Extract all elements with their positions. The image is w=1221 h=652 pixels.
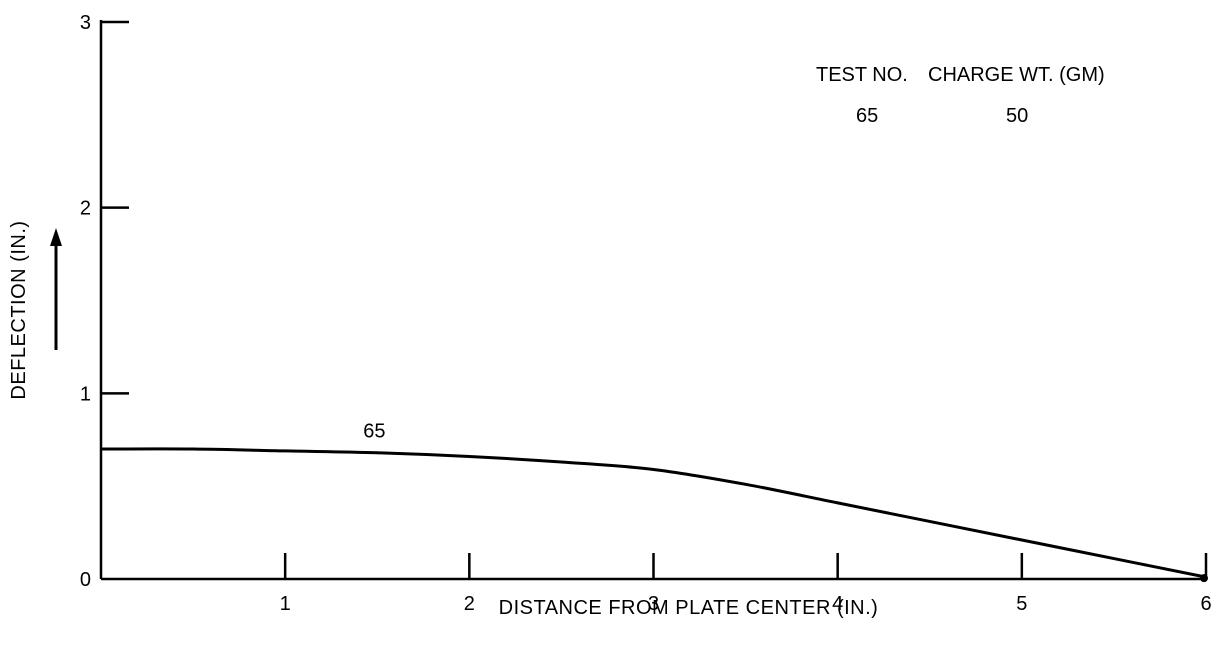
x-tick-label: 1 <box>280 593 291 615</box>
y-ticks: 0 1 2 3 <box>80 12 129 591</box>
x-tick-label: 5 <box>1016 593 1027 615</box>
x-tick-label: 6 <box>1200 593 1211 615</box>
y-tick-label: 0 <box>80 569 91 591</box>
y-axis-title: DEFLECTION (IN.) <box>8 220 30 399</box>
annotation-layer: 65 <box>363 420 385 442</box>
up-arrow-icon <box>50 228 62 350</box>
x-tick-label: 3 <box>648 593 659 615</box>
x-ticks: 1 2 3 4 5 6 <box>280 553 1212 615</box>
y-tick-label: 3 <box>80 12 91 34</box>
series-line-65 <box>100 447 1207 579</box>
series-end-point <box>1200 574 1208 583</box>
legend: TEST NO. CHARGE WT. (GM) 65 50 <box>816 64 1105 127</box>
y-tick-label: 2 <box>80 198 91 220</box>
legend-header-test-no: TEST NO. <box>816 64 908 86</box>
series-annotation: 65 <box>363 420 385 442</box>
series-layer <box>100 447 1208 583</box>
y-tick-label: 1 <box>80 383 91 405</box>
legend-header-charge-wt: CHARGE WT. (GM) <box>928 64 1105 86</box>
x-tick-label: 2 <box>464 593 475 615</box>
legend-charge-wt-value: 50 <box>1006 105 1028 127</box>
x-axis-title: DISTANCE FROM PLATE CENTER (IN.) <box>499 597 879 619</box>
x-tick-label: 4 <box>832 593 843 615</box>
legend-test-no-value: 65 <box>856 105 878 127</box>
